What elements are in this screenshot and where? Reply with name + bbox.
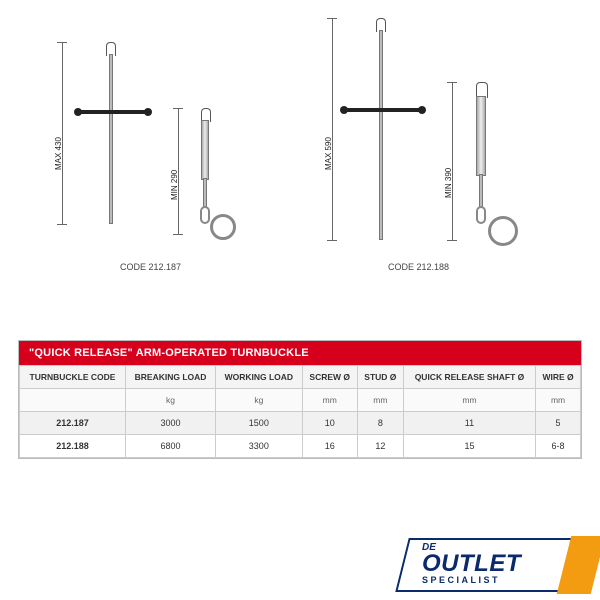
dim-cap (327, 240, 337, 241)
col-header: WIRE Ø (536, 366, 581, 389)
cell: 3000 (125, 412, 215, 435)
release-ring (488, 216, 518, 246)
code-label: CODE 212.187 (120, 262, 181, 272)
col-header: SCREW Ø (302, 366, 357, 389)
cell: 6800 (125, 435, 215, 458)
snap-hook (200, 206, 210, 224)
dim-cap (173, 234, 183, 235)
shaft (109, 54, 113, 224)
unit-cell: mm (536, 389, 581, 412)
unit-cell: mm (357, 389, 403, 412)
unit-cell: mm (302, 389, 357, 412)
col-header: QUICK RELEASE SHAFT Ø (403, 366, 535, 389)
spec-table: "QUICK RELEASE" ARM-OPERATED TURNBUCKLE … (18, 340, 582, 459)
body (201, 120, 209, 180)
dim-line (332, 18, 333, 240)
col-header: BREAKING LOAD (125, 366, 215, 389)
dim-line (452, 82, 453, 240)
dim-label-max: MAX 590 (324, 137, 333, 170)
snap-hook (476, 206, 486, 224)
col-header: STUD Ø (357, 366, 403, 389)
dim-cap (447, 82, 457, 83)
cell: 12 (357, 435, 403, 458)
badge-text: DE OUTLET SPECIALIST (422, 542, 521, 585)
dim-cap (447, 240, 457, 241)
table: TURNBUCKLE CODE BREAKING LOAD WORKING LO… (19, 365, 581, 458)
cell: 10 (302, 412, 357, 435)
shaft (379, 30, 383, 240)
lever-handle-left (340, 106, 348, 114)
cell: 6-8 (536, 435, 581, 458)
dim-label-min: MIN 290 (170, 170, 179, 200)
col-header: TURNBUCKLE CODE (20, 366, 126, 389)
cell: 8 (357, 412, 403, 435)
cell: 11 (403, 412, 535, 435)
cell: 5 (536, 412, 581, 435)
dim-cap (173, 108, 183, 109)
col-header: WORKING LOAD (216, 366, 302, 389)
diagram-area: MAX 430 MIN 290 CODE 212.187 MAX 590 (0, 0, 600, 330)
cell: 16 (302, 435, 357, 458)
lever-handle-right (418, 106, 426, 114)
dim-cap (57, 224, 67, 225)
shaft (203, 178, 207, 208)
cell: 1500 (216, 412, 302, 435)
lever-handle-left (74, 108, 82, 116)
code-label: CODE 212.188 (388, 262, 449, 272)
cell-code: 212.188 (20, 435, 126, 458)
unit-cell: mm (403, 389, 535, 412)
unit-cell: kg (216, 389, 302, 412)
lever-arm (344, 108, 422, 112)
lever-arm (78, 110, 148, 114)
unit-cell: kg (125, 389, 215, 412)
shaft (479, 174, 483, 208)
table-row: 212.187 3000 1500 10 8 11 5 (20, 412, 581, 435)
cell: 15 (403, 435, 535, 458)
unit-cell (20, 389, 126, 412)
table-unit-row: kg kg mm mm mm mm (20, 389, 581, 412)
lever-handle-right (144, 108, 152, 116)
outlet-badge: DE OUTLET SPECIALIST (402, 538, 592, 592)
body (476, 96, 486, 176)
table-row: 212.188 6800 3300 16 12 15 6-8 (20, 435, 581, 458)
release-ring (210, 214, 236, 240)
dim-label-max: MAX 430 (54, 137, 63, 170)
dim-line (62, 42, 63, 224)
dim-cap (57, 42, 67, 43)
cell-code: 212.187 (20, 412, 126, 435)
badge-main: OUTLET (422, 553, 521, 575)
dim-cap (327, 18, 337, 19)
cell: 3300 (216, 435, 302, 458)
table-title: "QUICK RELEASE" ARM-OPERATED TURNBUCKLE (19, 341, 581, 365)
dim-label-min: MIN 390 (444, 168, 453, 198)
table-header-row: TURNBUCKLE CODE BREAKING LOAD WORKING LO… (20, 366, 581, 389)
